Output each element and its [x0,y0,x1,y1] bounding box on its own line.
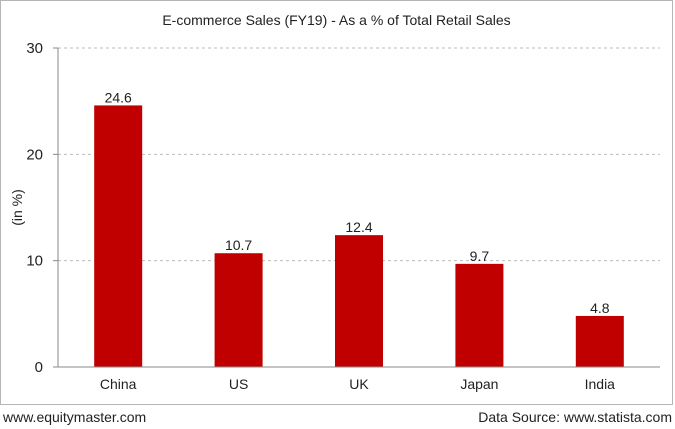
y-tick-label: 30 [26,40,43,57]
x-tick-label: China [100,376,137,392]
y-axis-label: (in %) [9,189,25,226]
bar-chart: 0 10 20 30 24.6 10.7 12.4 9.7 4.8 China US UK Japa… [9,40,660,392]
bar-us [214,253,263,367]
y-tick-label: 10 [26,253,43,270]
x-tick-label: Japan [460,376,498,392]
bars [94,105,624,368]
chart-frame [0,0,673,405]
data-label: 12.4 [345,219,372,235]
bar-china [94,105,143,368]
data-labels: 24.6 10.7 12.4 9.7 4.8 [105,89,610,316]
data-label: 10.7 [225,237,252,253]
x-tick-label: India [585,376,616,392]
x-tick-label: US [229,376,248,392]
data-label: 4.8 [590,300,610,316]
chart-title: E-commerce Sales (FY19) - As a % of Tota… [162,12,511,28]
footer-source: Data Source: www.statista.com [478,409,672,425]
y-tick-label: 20 [26,146,43,163]
y-axis-ticks: 0 10 20 30 [26,40,58,376]
footer-site: www.equitymaster.com [3,409,147,425]
x-axis-ticks: China US UK Japan India [100,376,615,392]
x-tick-label: UK [349,376,369,392]
data-label: 9.7 [470,248,490,264]
bar-uk [335,235,383,367]
y-tick-label: 0 [35,359,43,376]
data-label: 24.6 [105,89,132,105]
bar-india [575,315,624,367]
bar-japan [455,263,504,367]
